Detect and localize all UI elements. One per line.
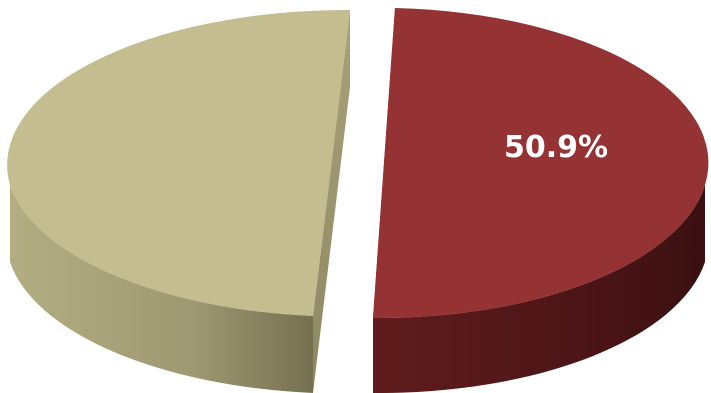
pie-slice-tan-top xyxy=(7,9,350,317)
pie-slice-tan xyxy=(7,9,350,393)
pie-slice-red-side xyxy=(373,185,705,393)
slice-label-red: 50.9% xyxy=(504,130,608,165)
pie-slice-tan-cut-face xyxy=(313,10,350,393)
pie-slice-red-top xyxy=(373,8,709,319)
pie-slice-red xyxy=(373,8,709,393)
pie-slice-tan-side xyxy=(10,185,313,393)
